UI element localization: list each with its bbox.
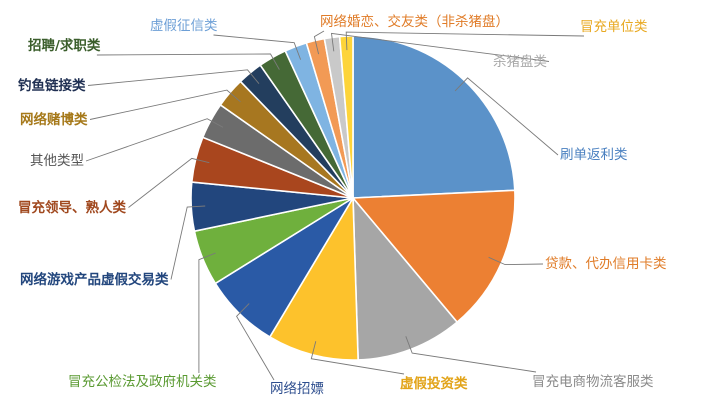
slice-label: 杀猪盘类 [493, 53, 547, 70]
leader-line [85, 118, 224, 162]
leader-line [89, 89, 241, 120]
slice-label: 钓鱼链接类 [18, 77, 86, 94]
label-leader-lines [85, 30, 585, 381]
leader-line [454, 77, 559, 156]
slice-label: 招聘/求职类 [28, 37, 101, 54]
slice-label: 其他类型 [30, 153, 84, 169]
slice-label: 虚假投资类 [400, 375, 468, 392]
leader-line [345, 31, 585, 51]
leader-line [330, 32, 550, 62]
leader-line [236, 303, 275, 381]
slice-label: 冒充领导、熟人类 [18, 199, 126, 216]
leader-line [128, 157, 210, 208]
leader-line [96, 53, 280, 70]
leader-line [313, 30, 325, 55]
leader-line [170, 205, 206, 280]
leader-line [87, 69, 260, 86]
slice-label: 冒充电商物流客服类 [532, 373, 654, 390]
slice-label: 刷单返利类 [560, 147, 628, 163]
leader-line [488, 256, 544, 266]
slice-label: 网络招嫖 [270, 381, 324, 397]
slice-label: 网络婚恋、交友类（非杀猪盘） [320, 13, 509, 30]
slice-label: 网络赌博类 [20, 111, 88, 128]
leader-line [198, 252, 216, 373]
leader-line [310, 341, 405, 375]
leader-line [405, 336, 537, 373]
slice-label: 贷款、代办信用卡类 [545, 256, 667, 272]
slice-label: 冒充公检法及政府机关类 [68, 374, 217, 390]
slice-label: 冒充单位类 [580, 19, 648, 35]
pie-slices [190, 35, 516, 361]
leader-line [213, 34, 302, 60]
slice-label: 虚假征信类 [150, 18, 218, 34]
slice-label: 网络游戏产品虚假交易类 [20, 271, 169, 288]
